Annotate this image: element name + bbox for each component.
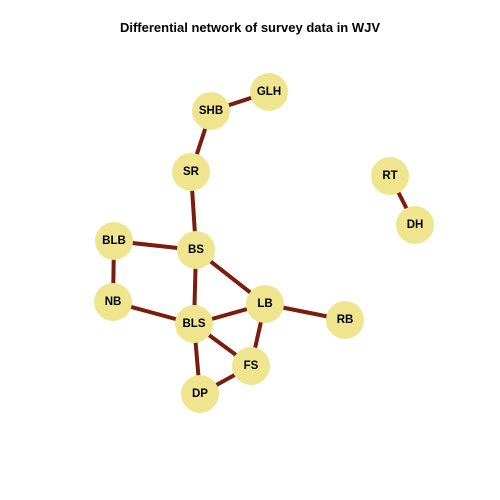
node-circle	[177, 231, 215, 269]
node-circle	[175, 305, 213, 343]
node-circle	[94, 283, 132, 321]
node-label: LB	[257, 298, 272, 310]
node-glh: GLH	[250, 73, 288, 111]
node-blb: BLB	[95, 222, 133, 260]
node-label: BS	[188, 244, 204, 256]
node-circle	[192, 92, 230, 130]
node-label: RT	[382, 170, 397, 182]
node-label: SHB	[199, 105, 223, 117]
node-circle	[396, 206, 434, 244]
node-rb: RB	[326, 301, 364, 339]
node-fs: FS	[232, 347, 270, 385]
node-label: DP	[192, 388, 208, 400]
node-circle	[181, 375, 219, 413]
node-layer: GLH SHB SR RT DH BLB BS NB LB RB BLS FS DP	[94, 73, 434, 413]
node-label: RB	[337, 314, 354, 326]
node-dh: DH	[396, 206, 434, 244]
node-circle	[172, 153, 210, 191]
node-label: GLH	[257, 86, 281, 98]
node-lb: LB	[246, 285, 284, 323]
node-label: FS	[244, 360, 259, 372]
node-circle	[326, 301, 364, 339]
node-label: BLS	[183, 318, 206, 330]
node-sr: SR	[172, 153, 210, 191]
node-bs: BS	[177, 231, 215, 269]
node-circle	[232, 347, 270, 385]
node-label: NB	[105, 296, 122, 308]
node-nb: NB	[94, 283, 132, 321]
edge-layer	[111, 90, 417, 396]
figure-title: Differential network of survey data in W…	[119, 20, 381, 35]
node-label: SR	[183, 166, 200, 178]
node-circle	[250, 73, 288, 111]
node-bls: BLS	[175, 305, 213, 343]
node-circle	[371, 157, 409, 195]
node-circle	[95, 222, 133, 260]
node-circle	[246, 285, 284, 323]
node-rt: RT	[371, 157, 409, 195]
node-dp: DP	[181, 375, 219, 413]
node-label: DH	[407, 219, 424, 231]
node-label: BLB	[102, 235, 126, 247]
node-shb: SHB	[192, 92, 230, 130]
